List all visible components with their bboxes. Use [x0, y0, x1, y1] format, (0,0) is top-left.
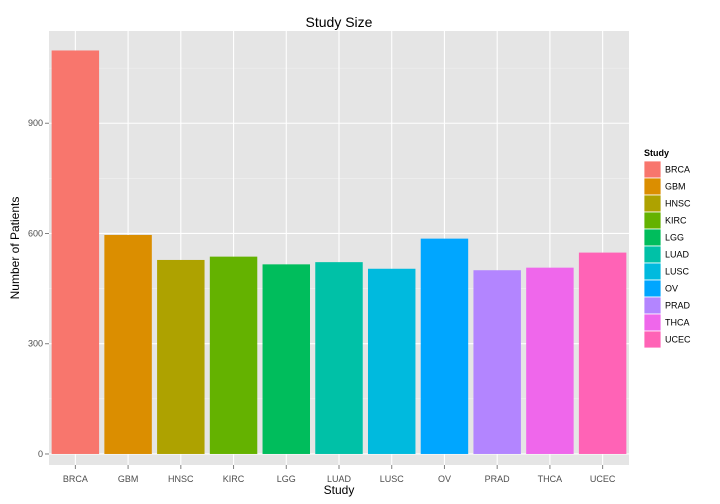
legend-label-lgg: LGG	[665, 233, 684, 243]
x-tick-label: HNSC	[168, 474, 194, 484]
bar-kirc	[209, 256, 258, 454]
legend-label-kirc: KIRC	[665, 216, 687, 226]
legend-key-thca	[643, 313, 662, 332]
x-tick-label: BRCA	[63, 474, 88, 484]
y-tick-label: 900	[28, 118, 43, 128]
y-tick-label: 300	[28, 339, 43, 349]
bar-lgg	[262, 264, 310, 454]
legend-label-lusc: LUSC	[665, 267, 690, 277]
x-tick-label: UCEC	[590, 474, 616, 484]
x-axis-title: Study	[324, 483, 355, 497]
legend-key-brca	[643, 160, 662, 179]
bar-ucec	[578, 252, 627, 454]
bar-luad	[315, 262, 363, 454]
chart-title: Study Size	[306, 14, 373, 30]
x-tick-label: OV	[438, 474, 451, 484]
legend-label-gbm: GBM	[665, 182, 686, 192]
bar-lusc	[368, 268, 416, 454]
legend-key-prad	[643, 296, 662, 315]
legend: Study BRCA GBM HNSC KIRC LGG LUAD LUSC OV PRAD TH…	[643, 148, 691, 349]
bar-gbm	[104, 234, 152, 454]
y-tick-label: 0	[38, 449, 43, 459]
legend-key-ov	[643, 279, 662, 298]
legend-label-ov: OV	[665, 284, 678, 294]
legend-key-ucec	[643, 330, 662, 349]
bar-thca	[526, 267, 574, 454]
legend-label-ucec: UCEC	[665, 335, 691, 345]
x-axis: BRCA GBM HNSC KIRC LGG LUAD LUSC OV PRAD THCA UCEC	[63, 465, 616, 484]
x-tick-label: LUSC	[380, 474, 405, 484]
legend-label-luad: LUAD	[665, 250, 690, 260]
x-tick-label: LUAD	[327, 474, 352, 484]
x-tick-label: GBM	[118, 474, 139, 484]
bar-ov	[420, 238, 469, 454]
x-tick-label: PRAD	[485, 474, 511, 484]
legend-key-kirc	[643, 211, 662, 230]
legend-label-thca: THCA	[665, 318, 690, 328]
legend-key-gbm	[643, 177, 662, 196]
x-tick-label: THCA	[538, 474, 563, 484]
legend-label-hnsc: HNSC	[665, 199, 691, 209]
x-tick-label: KIRC	[223, 474, 245, 484]
bar-layer	[51, 50, 627, 454]
y-tick-label: 600	[28, 228, 43, 238]
legend-key-lgg	[643, 228, 662, 247]
y-axis-title: Number of Patients	[8, 197, 22, 300]
x-tick-label: LGG	[277, 474, 296, 484]
legend-label-prad: PRAD	[665, 301, 691, 311]
legend-key-lusc	[643, 262, 662, 281]
bar-brca	[51, 50, 100, 454]
legend-key-luad	[643, 245, 662, 264]
bar-hnsc	[157, 259, 205, 454]
legend-title: Study	[644, 148, 669, 158]
bar-prad	[473, 270, 521, 454]
legend-key-hnsc	[643, 194, 662, 213]
legend-label-brca: BRCA	[665, 165, 690, 175]
y-axis: 0 300 600 900	[28, 118, 49, 459]
